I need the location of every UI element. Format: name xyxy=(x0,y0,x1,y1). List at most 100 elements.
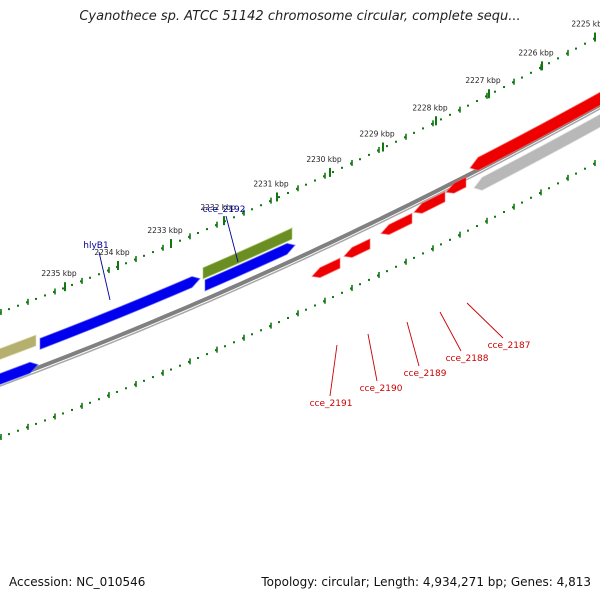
ruler-dot xyxy=(305,308,307,311)
gene-label[interactable]: cce_2192 xyxy=(203,205,246,263)
ruler-dot xyxy=(386,270,388,273)
ruler-dot xyxy=(521,76,523,79)
gene-label[interactable]: cce_2189 xyxy=(404,321,447,379)
kbp-tick-label: 2228 kbp xyxy=(412,103,448,112)
gene-cce_2189[interactable] xyxy=(379,212,413,236)
outer-kbp-ruler: 2225 kbp 2226 kbp 2227 kbp 2228 kbp 2229 kbp… xyxy=(0,20,600,315)
ruler-dot xyxy=(512,81,514,84)
ruler-dot xyxy=(44,419,46,422)
ruler-dot xyxy=(305,183,307,186)
ruler-dot xyxy=(53,290,55,293)
ruler-dot xyxy=(323,300,325,303)
ruler-dot xyxy=(377,274,379,277)
ruler-dot xyxy=(287,316,289,319)
gene-label[interactable]: cce_2188 xyxy=(439,311,489,364)
ruler-dot xyxy=(125,262,127,265)
ruler-dot xyxy=(413,256,415,259)
gene-cce_2192[interactable] xyxy=(202,227,293,280)
ruler-dot xyxy=(89,276,91,279)
ruler-dot xyxy=(152,251,154,254)
ruler-dot xyxy=(8,433,10,436)
ruler-dot xyxy=(62,287,64,290)
ruler-dot xyxy=(17,304,19,307)
gene-labels: hlyB1 cce_2192 cce_2187 cce_2188 cce_2189cce… xyxy=(83,205,530,409)
ruler-dot xyxy=(233,216,235,219)
ruler-dot xyxy=(314,179,316,182)
ruler-dot xyxy=(188,360,190,363)
ruler-dot xyxy=(197,356,199,359)
ruler-dot xyxy=(134,383,136,386)
ruler-dot xyxy=(314,304,316,307)
ruler-dot xyxy=(80,280,82,283)
ruler-dot xyxy=(26,301,28,304)
ruler-dot xyxy=(512,206,514,209)
ruler-dot xyxy=(341,291,343,294)
ruler-dot xyxy=(287,191,289,194)
ruler-dot xyxy=(377,149,379,152)
ruler-dot xyxy=(440,118,442,121)
gene-label[interactable]: cce_2187 xyxy=(466,302,531,351)
ruler-dot xyxy=(17,429,19,432)
gene-cce_2191[interactable] xyxy=(311,257,341,279)
ruler-dot xyxy=(224,345,226,348)
ruler-dot xyxy=(503,211,505,214)
ruler-dot xyxy=(449,113,451,116)
gene-khaki-partial[interactable] xyxy=(0,334,37,363)
ruler-dot xyxy=(359,158,361,161)
gene-blue-partial-left[interactable] xyxy=(0,361,39,388)
ruler-dot xyxy=(422,252,424,255)
kbp-tick-label: 2227 kbp xyxy=(465,76,501,85)
ruler-dot xyxy=(35,297,37,300)
gene-cce_2190[interactable] xyxy=(343,238,371,258)
ruler-dot xyxy=(368,278,370,281)
gene-hlyB1[interactable] xyxy=(39,276,201,351)
ruler-dot xyxy=(89,401,91,404)
ruler-dot xyxy=(251,333,253,336)
gene-label[interactable]: cce_2191 xyxy=(310,344,353,409)
ruler-dot xyxy=(161,372,163,375)
topology-summary: Topology: circular; Length: 4,934,271 bp… xyxy=(261,575,591,589)
gene-gray-partial[interactable] xyxy=(473,109,600,191)
ruler-dot xyxy=(215,349,217,352)
ruler-dot xyxy=(557,182,559,185)
ruler-dot xyxy=(143,379,145,382)
ruler-dot xyxy=(215,224,217,227)
ruler-dot xyxy=(260,204,262,207)
gene-features xyxy=(0,87,600,388)
ruler-dot xyxy=(170,368,172,371)
ruler-dot xyxy=(206,353,208,356)
ruler-dot xyxy=(350,162,352,165)
ruler-dot xyxy=(530,71,532,74)
kbp-tick-label: 2235 kbp xyxy=(41,269,77,278)
ruler-dot xyxy=(44,294,46,297)
ruler-dot xyxy=(116,390,118,393)
ruler-dot xyxy=(296,187,298,190)
gene-label[interactable]: hlyB1 xyxy=(83,241,111,301)
ruler-dot xyxy=(62,412,64,415)
ruler-dot xyxy=(242,337,244,340)
gene-cce_2187[interactable] xyxy=(444,176,467,194)
ruler-dot xyxy=(467,104,469,107)
ruler-dot xyxy=(395,265,397,268)
ruler-dot xyxy=(35,422,37,425)
ruler-dot xyxy=(242,212,244,215)
svg-text:cce_2187: cce_2187 xyxy=(488,341,531,351)
ruler-dot xyxy=(503,86,505,89)
ruler-dot xyxy=(269,200,271,203)
ruler-dot xyxy=(332,296,334,299)
ruler-dot xyxy=(278,321,280,324)
ruler-dot xyxy=(71,408,73,411)
svg-text:cce_2190: cce_2190 xyxy=(360,384,403,394)
ruler-dot xyxy=(422,127,424,130)
ruler-dot xyxy=(485,95,487,98)
svg-text:cce_2188: cce_2188 xyxy=(446,354,489,364)
kbp-tick-label: 2225 kbp xyxy=(571,20,600,29)
gene-blue-adjacent[interactable] xyxy=(204,242,296,292)
ruler-dot xyxy=(539,67,541,70)
gene-label[interactable]: cce_2190 xyxy=(360,333,403,394)
gene-cce_2188[interactable] xyxy=(412,190,446,214)
ruler-dot xyxy=(323,175,325,178)
gene-red-large[interactable] xyxy=(469,87,600,171)
ruler-dot xyxy=(233,341,235,344)
